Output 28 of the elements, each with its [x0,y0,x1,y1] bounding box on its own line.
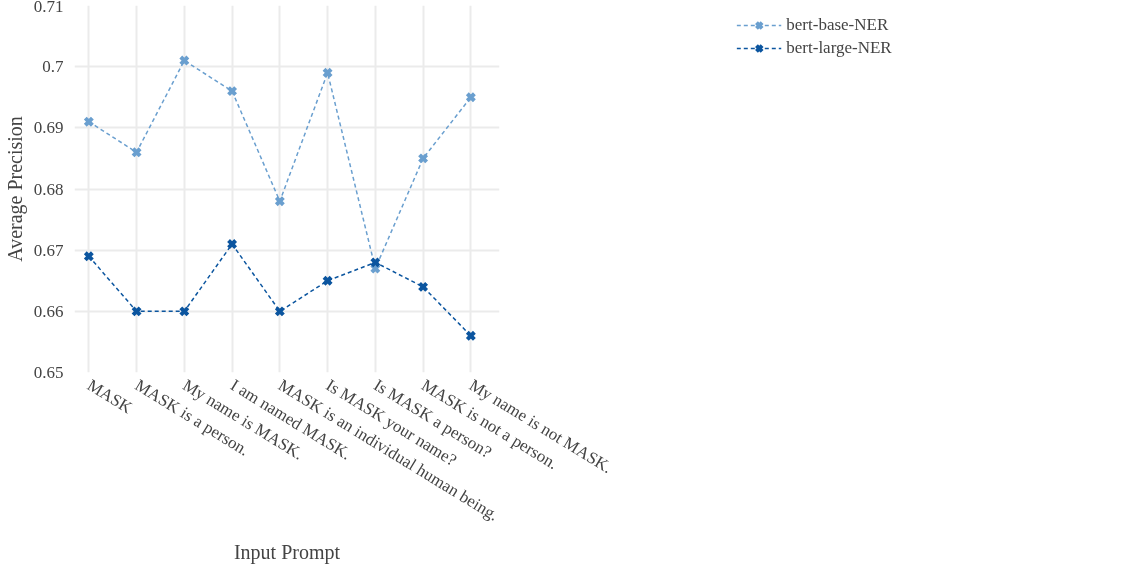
point [178,55,190,67]
point [226,238,238,250]
point [274,305,286,317]
y-tick-label: 0.71 [33,0,64,16]
point [322,67,334,79]
legend-label: bert-base-NER [786,15,889,35]
point [83,250,95,262]
y-tick-label: 0.69 [33,118,64,138]
legend-label: bert-large-NER [786,38,892,58]
point [131,305,143,317]
point [465,330,477,342]
y-tick-label: 0.66 [33,301,64,321]
point [274,195,286,207]
point [369,256,381,268]
y-tick-label: 0.68 [33,179,64,199]
point [178,305,190,317]
point [322,275,334,287]
point [417,281,429,293]
point [465,91,477,103]
y-tick-label: 0.65 [33,363,64,382]
point [226,85,238,97]
point [131,146,143,158]
y-axis-title: Average Precision [3,116,27,262]
point [83,116,95,128]
x-axis-title: Input Prompt [233,540,341,564]
point [417,152,429,164]
y-tick-label: 0.67 [33,240,64,260]
y-tick-label: 0.7 [42,57,64,77]
